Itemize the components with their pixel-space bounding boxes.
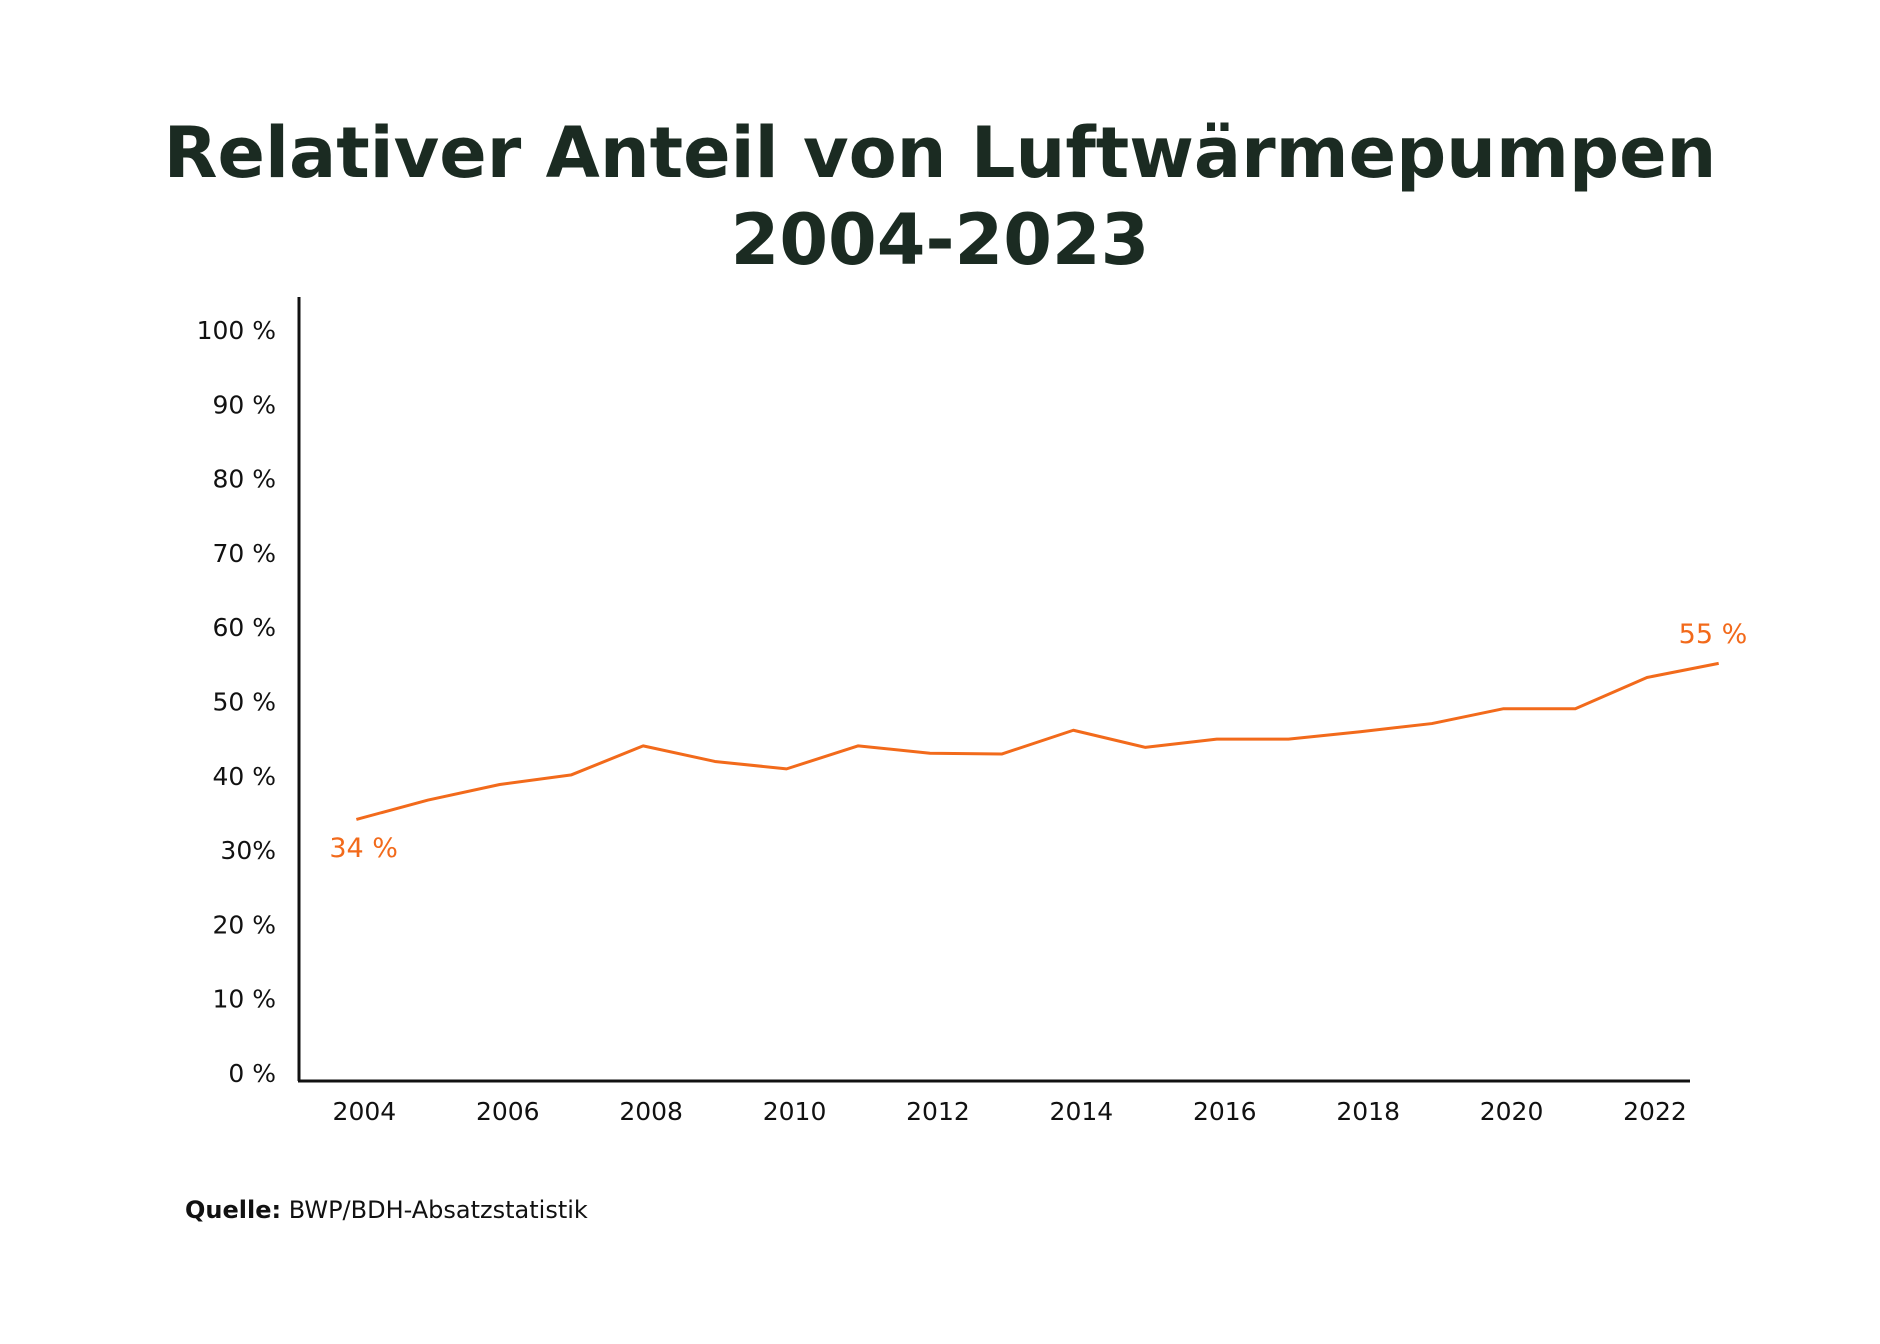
x-tick-label: 2020 bbox=[1480, 1097, 1544, 1126]
x-tick-label: 2022 bbox=[1623, 1097, 1687, 1126]
chart-title: Relativer Anteil von Luftwärmepumpen bbox=[164, 112, 1717, 194]
y-tick-label: 50 % bbox=[212, 688, 276, 717]
x-tick-label: 2018 bbox=[1336, 1097, 1400, 1126]
x-tick-label: 2016 bbox=[1193, 1097, 1257, 1126]
x-tick-label: 2010 bbox=[763, 1097, 827, 1126]
source: Quelle: BWP/BDH-Absatzstatistik bbox=[185, 1196, 588, 1224]
line bbox=[355, 661, 1719, 821]
x-tick-label: 2006 bbox=[476, 1097, 540, 1126]
data-label: 55 % bbox=[1679, 619, 1748, 650]
y-tick-label: 100 % bbox=[197, 316, 276, 345]
y-tick-label: 70 % bbox=[212, 539, 276, 568]
x-tick-label: 2014 bbox=[1050, 1097, 1114, 1126]
y-tick-label: 0 % bbox=[228, 1059, 276, 1088]
data-label: 34 % bbox=[329, 833, 398, 864]
y-tick-label: 20 % bbox=[212, 910, 276, 939]
source-label: Quelle: bbox=[185, 1196, 281, 1224]
x-tick-label: 2008 bbox=[619, 1097, 683, 1126]
x-tick-label: 2012 bbox=[906, 1097, 970, 1126]
y-tick-label: 90 % bbox=[212, 390, 276, 419]
y-tick-label: 10 % bbox=[212, 985, 276, 1014]
y-tick-label: 60 % bbox=[212, 613, 276, 642]
source-text: BWP/BDH-Absatzstatistik bbox=[289, 1196, 588, 1224]
y-tick-label: 30% bbox=[220, 836, 276, 865]
chart-title: 2004-2023 bbox=[731, 199, 1150, 281]
y-tick-label: 40 % bbox=[212, 762, 276, 791]
x-tick-label: 2004 bbox=[333, 1097, 397, 1126]
y-tick-label: 80 % bbox=[212, 465, 276, 494]
